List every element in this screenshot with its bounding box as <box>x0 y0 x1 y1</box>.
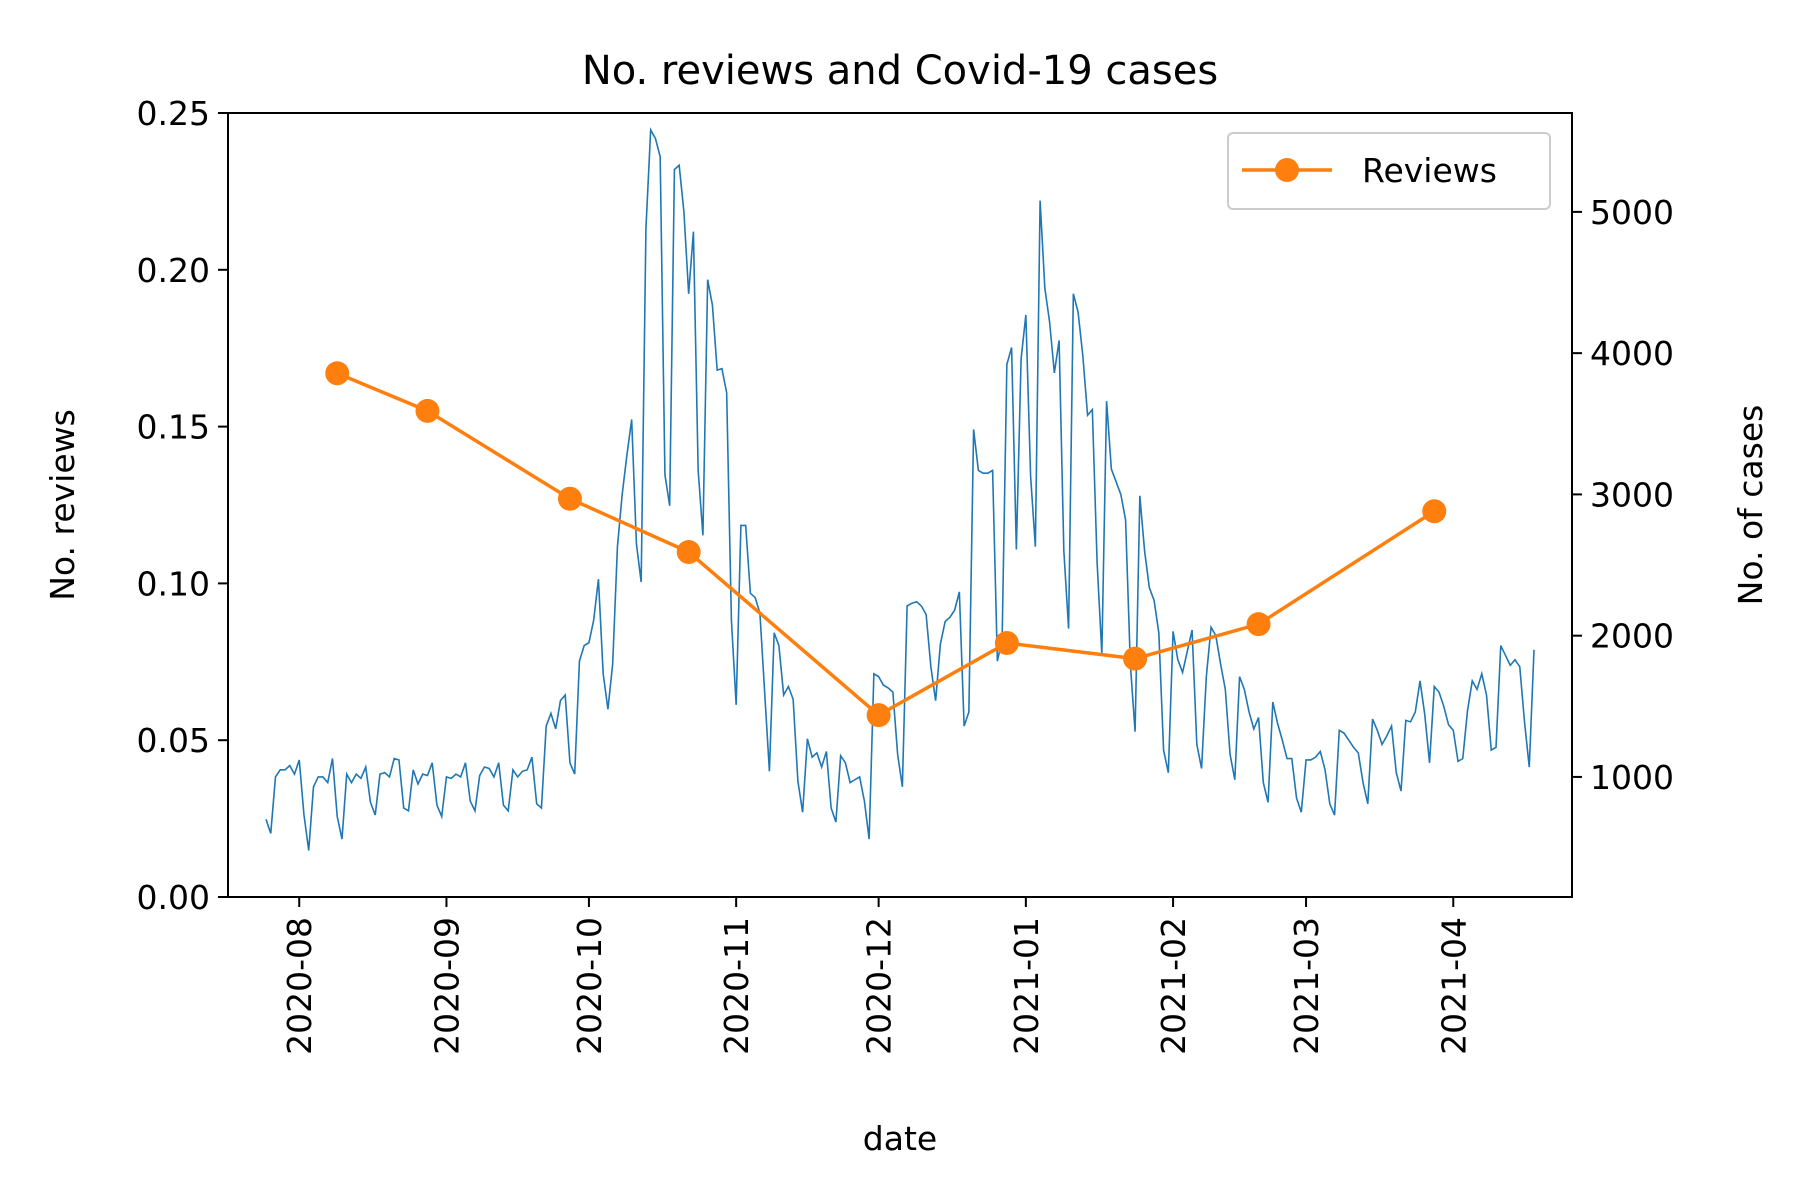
y-axis-left-label: No. reviews <box>43 409 82 601</box>
chart-title: No. reviews and Covid-19 cases <box>582 48 1218 94</box>
legend-label-reviews: Reviews <box>1362 151 1497 190</box>
x-tick-label-0: 2020-08 <box>280 917 319 1055</box>
x-tick-label-2: 2020-10 <box>570 917 609 1055</box>
x-tick-label-5: 2021-01 <box>1007 917 1046 1055</box>
x-axis-label: date <box>863 1119 937 1158</box>
legend-box <box>1227 132 1551 210</box>
x-tick-label-3: 2020-11 <box>717 917 756 1055</box>
reviews-point-1 <box>415 398 440 423</box>
reviews-series <box>325 361 1447 728</box>
reviews-point-0 <box>325 361 350 386</box>
x-tick-label-6: 2021-02 <box>1154 917 1193 1055</box>
x-tick-label-7: 2021-03 <box>1287 917 1326 1055</box>
legend-marker-swatch <box>1275 158 1299 182</box>
y2-tick-label-3: 4000 <box>1590 334 1674 373</box>
y-axis-right: 1000 2000 3000 4000 5000 <box>1572 193 1674 797</box>
reviews-point-5 <box>994 630 1019 655</box>
y-axis-left: 0.00 0.05 0.10 0.15 0.20 0.25 <box>137 94 228 917</box>
covid-cases-series <box>265 127 1535 851</box>
x-tick-label-8: 2021-04 <box>1434 917 1473 1055</box>
plot-frame <box>227 112 1573 898</box>
y2-tick-label-4: 5000 <box>1590 193 1674 232</box>
y-tick-label-3: 0.15 <box>137 408 210 447</box>
y2-tick-label-1: 2000 <box>1590 617 1674 656</box>
y-tick-label-1: 0.05 <box>137 721 210 760</box>
x-tick-label-4: 2020-12 <box>860 917 899 1055</box>
y2-tick-label-0: 1000 <box>1590 758 1674 797</box>
x-tick-label-1: 2020-09 <box>427 917 466 1055</box>
reviews-point-3 <box>676 540 701 565</box>
reviews-point-7 <box>1246 612 1271 637</box>
plot-area <box>227 112 1573 898</box>
reviews-point-6 <box>1123 646 1148 671</box>
y2-tick-label-2: 3000 <box>1590 475 1674 514</box>
y-tick-label-5: 0.25 <box>137 94 210 133</box>
x-axis: 2020-08 2020-09 2020-10 2020-11 2020-12 2021-… <box>280 897 1473 1055</box>
reviews-point-8 <box>1422 499 1447 524</box>
reviews-point-2 <box>557 486 582 511</box>
y-tick-label-0: 0.00 <box>137 878 210 917</box>
y-tick-label-4: 0.20 <box>137 251 210 290</box>
cases-line <box>265 127 1535 851</box>
y-tick-label-2: 0.10 <box>137 564 210 603</box>
legend: Reviews <box>1227 132 1551 210</box>
y-axis-right-label: No. of cases <box>1731 405 1770 606</box>
reviews-point-4 <box>866 703 891 728</box>
